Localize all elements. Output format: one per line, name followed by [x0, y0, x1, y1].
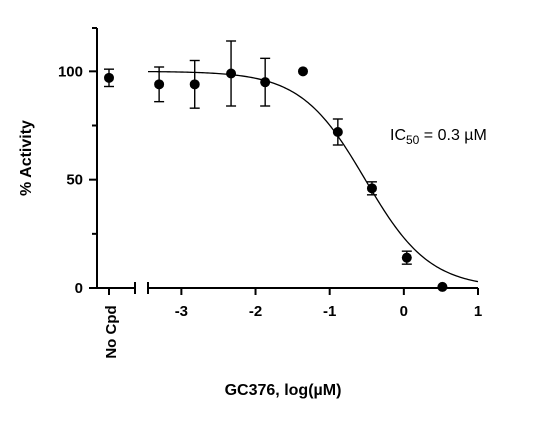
y-tick-label: 0 — [75, 280, 83, 297]
y-tick-label: 50 — [66, 172, 83, 189]
ic50-subscript: 50 — [406, 133, 420, 147]
ic50-suffix: = 0.3 µM — [419, 127, 486, 144]
data-point — [154, 79, 165, 90]
ic50-annotation: IC50 = 0.3 µM — [390, 127, 487, 147]
x-tick-label: -2 — [249, 303, 262, 320]
x-tick-label: 1 — [474, 303, 482, 320]
y-axis-title: % Activity — [18, 120, 35, 196]
data-points-layer — [104, 40, 448, 292]
x-tick-label: 0 — [400, 303, 408, 320]
fit-curve-layer — [147, 70, 479, 283]
x-axis-title: GC376, log(µM) — [225, 382, 342, 399]
x-tick-label: -1 — [323, 303, 336, 320]
x-tick-label: -3 — [175, 303, 188, 320]
axes — [89, 27, 479, 295]
data-point — [297, 66, 308, 77]
data-point — [332, 127, 343, 137]
data-point — [260, 77, 271, 88]
data-point — [189, 79, 200, 90]
ic50-prefix: IC — [390, 127, 406, 144]
data-point — [437, 281, 448, 292]
data-point — [401, 252, 412, 263]
data-point — [226, 68, 237, 79]
y-tick-label: 100 — [58, 63, 83, 80]
data-point — [366, 183, 377, 194]
tick-labels-layer: 0 50 100 -3 -2 -1 0 1 — [58, 63, 482, 320]
fit-curve — [147, 70, 479, 283]
control-data-point — [104, 72, 114, 83]
control-label: No Cpd — [103, 305, 120, 358]
